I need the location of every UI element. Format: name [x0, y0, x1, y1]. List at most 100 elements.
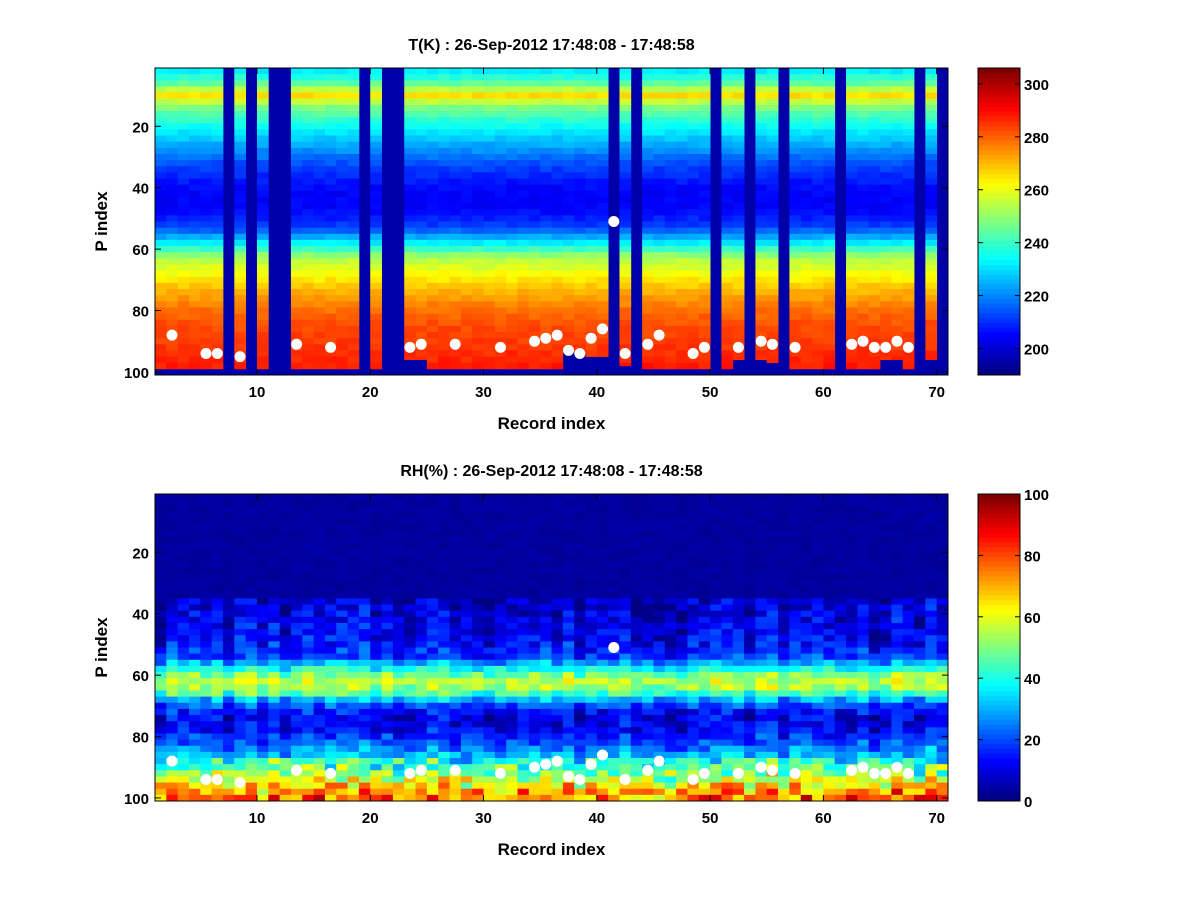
heatmap-cell — [324, 727, 337, 734]
heatmap-cell — [370, 788, 382, 796]
heatmap-cell — [404, 141, 416, 149]
heatmap-cell — [596, 338, 609, 345]
heatmap-cell — [596, 319, 609, 327]
heatmap-cell — [483, 751, 496, 759]
heatmap-cell — [302, 289, 314, 296]
heatmap-cell — [528, 598, 541, 605]
heatmap-cell — [506, 641, 518, 648]
heatmap-cell — [846, 325, 858, 333]
heatmap-cell — [268, 788, 281, 796]
heatmap-cell — [676, 196, 688, 204]
heatmap-cell — [619, 338, 632, 345]
heatmap-cell — [925, 98, 938, 106]
heatmap-cell — [313, 512, 326, 519]
heatmap-cell — [596, 684, 609, 691]
heatmap-cell — [404, 221, 416, 229]
heatmap-cell — [347, 166, 360, 173]
heatmap-cell — [562, 86, 575, 93]
heatmap-cell — [290, 98, 303, 106]
heatmap-cell — [302, 264, 314, 272]
heatmap-cell — [517, 555, 530, 562]
heatmap-cell — [483, 172, 496, 179]
heatmap-cell — [642, 252, 654, 259]
heatmap-cell — [177, 678, 190, 685]
heatmap-cell — [472, 549, 484, 556]
heatmap-cell — [290, 782, 303, 790]
heatmap-cell — [222, 751, 235, 759]
heatmap-cell — [324, 350, 337, 357]
heatmap-cell — [812, 362, 824, 370]
heatmap-cell — [426, 586, 439, 593]
heatmap-cell — [415, 190, 428, 198]
heatmap-cell — [891, 356, 904, 361]
heatmap-cell — [166, 74, 179, 81]
heatmap-cell — [902, 264, 915, 272]
heatmap-cell — [256, 356, 269, 364]
heatmap-cell — [732, 350, 745, 357]
heatmap-cell — [449, 86, 462, 93]
heatmap-cell — [426, 665, 439, 673]
heatmap-cell — [336, 117, 348, 124]
heatmap-cell — [721, 295, 734, 302]
heatmap-cell — [846, 110, 858, 118]
heatmap-cell — [188, 289, 201, 296]
heatmap-cell — [166, 264, 179, 272]
heatmap-cell — [902, 147, 915, 155]
heatmap-cell — [211, 684, 224, 691]
heatmap-cell — [653, 141, 666, 149]
heatmap-cell — [630, 739, 643, 747]
heatmap-cell — [494, 776, 507, 783]
heatmap-cell — [324, 313, 337, 321]
heatmap-cell — [676, 147, 688, 155]
heatmap-cell — [177, 147, 190, 155]
heatmap-cell — [517, 338, 530, 345]
heatmap-cell — [234, 586, 247, 593]
heatmap-cell — [574, 344, 586, 351]
heatmap-cell — [902, 233, 915, 241]
heatmap-cell — [551, 319, 564, 327]
heatmap-cell — [902, 270, 915, 278]
heatmap-cell — [902, 350, 915, 357]
heatmap-cell — [630, 506, 643, 513]
heatmap-cell — [347, 319, 360, 327]
heatmap-cell — [211, 117, 224, 124]
heatmap-cell — [880, 270, 892, 278]
heatmap-cell — [166, 653, 179, 661]
heatmap-cell — [528, 647, 541, 655]
heatmap-cell — [347, 745, 360, 753]
heatmap-cell — [506, 190, 518, 198]
heatmap-cell — [517, 92, 530, 100]
heatmap-cell — [891, 313, 904, 321]
heatmap-cell — [857, 209, 870, 216]
heatmap-cell — [449, 604, 462, 612]
heatmap-cell — [540, 647, 552, 655]
heatmap-cell — [732, 129, 745, 136]
heatmap-cell — [347, 764, 360, 771]
heatmap-cell — [506, 239, 518, 247]
heatmap-cell — [188, 221, 201, 229]
heatmap-cell — [789, 80, 802, 87]
heatmap-cell — [449, 592, 462, 599]
heatmap-cell — [517, 678, 530, 685]
heatmap-cell — [868, 332, 881, 339]
heatmap-cell — [460, 506, 473, 513]
heatmap-cell — [302, 313, 314, 321]
heatmap-cell — [188, 153, 201, 161]
heatmap-cell — [324, 166, 337, 173]
heatmap-cell — [188, 233, 201, 241]
heatmap-cell — [494, 653, 507, 661]
heatmap-cell — [812, 289, 824, 296]
heatmap-cell — [460, 117, 473, 124]
heatmap-cell — [823, 325, 836, 333]
heatmap-cell — [234, 641, 247, 648]
heatmap-cell — [506, 98, 518, 106]
heatmap-cell — [438, 344, 450, 351]
heatmap-cell — [438, 702, 450, 710]
heatmap-cell — [472, 172, 484, 179]
heatmap-cell — [302, 635, 314, 642]
heatmap-cell — [891, 307, 904, 314]
heatmap-cell — [256, 307, 269, 314]
heatmap-cell — [358, 653, 371, 661]
heatmap-cell — [302, 86, 314, 93]
heatmap-cell — [358, 696, 371, 704]
